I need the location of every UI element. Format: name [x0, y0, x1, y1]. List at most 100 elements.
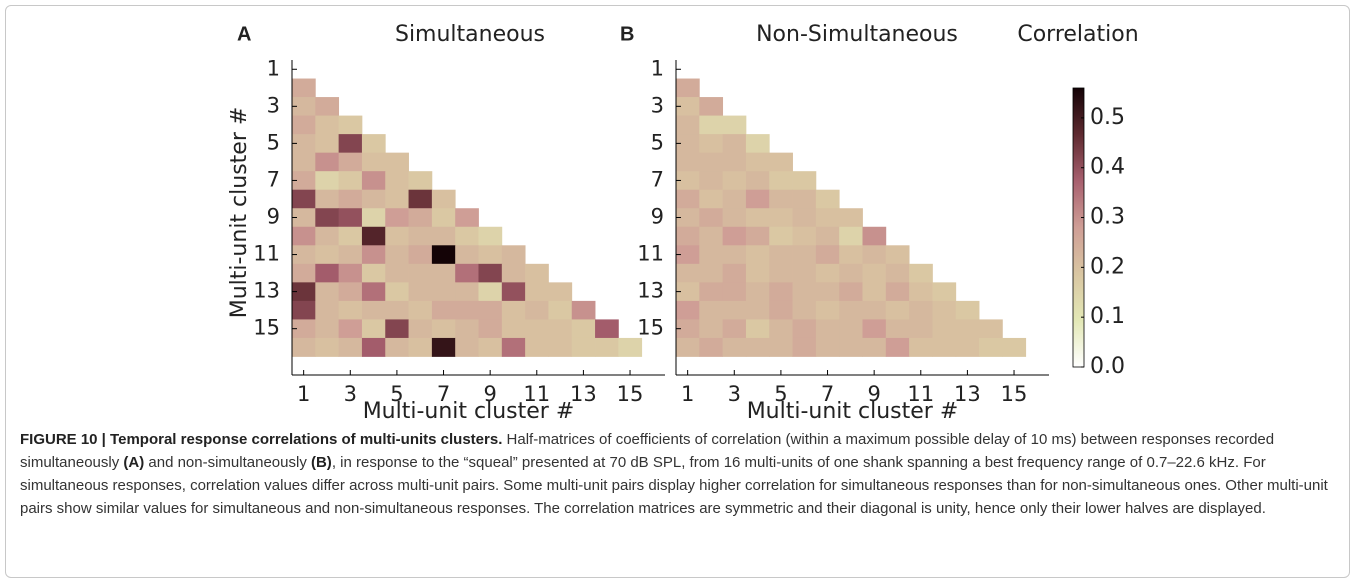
heatmap-cell: [455, 263, 479, 283]
heatmap-cell: [769, 245, 793, 265]
heatmap-cell: [815, 319, 840, 339]
heatmap-cell: [885, 245, 910, 265]
heatmap-cell: [722, 263, 747, 283]
heatmap-cell: [501, 337, 526, 357]
heatmap-cell: [676, 282, 700, 302]
heatmap-cell: [769, 226, 793, 246]
heatmap-cell: [745, 282, 770, 302]
heatmap-cell: [676, 208, 700, 228]
y-tick-label: 9: [651, 205, 664, 229]
heatmap-cell: [385, 226, 409, 246]
colorbar-tick-label: 0.1: [1090, 304, 1125, 329]
heatmap-cell: [862, 319, 887, 339]
heatmap-cell: [292, 189, 316, 209]
y-tick-label: 1: [651, 56, 664, 80]
heatmap-cell: [722, 226, 747, 246]
x-tick-label: 1: [297, 382, 310, 406]
heatmap-cell: [862, 226, 887, 246]
y-tick-label: 3: [651, 93, 664, 117]
heatmap-cell: [792, 245, 817, 265]
colorbar-tick-label: 0.4: [1090, 155, 1125, 180]
heatmap-cell: [932, 300, 957, 320]
heatmap-cell: [699, 97, 724, 116]
heatmap-cell: [792, 319, 817, 339]
heatmap-cell: [745, 319, 770, 339]
heatmap-cell: [408, 263, 433, 283]
x-tick-label: 7: [821, 382, 834, 406]
heatmap-cell: [699, 171, 724, 191]
heatmap-cell: [595, 319, 619, 339]
y-tick-label: 15: [637, 316, 664, 340]
heatmap-cell: [338, 300, 363, 320]
heatmap-cell: [315, 134, 340, 154]
heatmap-cell: [315, 319, 340, 339]
heatmap-cell: [769, 171, 793, 191]
x-tick-label: 1: [681, 382, 694, 406]
heatmap-cell: [885, 263, 910, 283]
heatmap-cell: [955, 300, 980, 320]
colorbar-title: Correlation: [1017, 22, 1138, 47]
heatmap-cell: [292, 282, 316, 302]
heatmap-cell: [676, 245, 700, 265]
caption-text: and non-simultaneously: [144, 454, 311, 471]
heatmap-cell: [478, 226, 503, 246]
chart-title: Simultaneous: [395, 22, 545, 47]
x-tick-label: 3: [344, 382, 357, 406]
heatmap-cell: [979, 337, 1003, 357]
heatmap-cell: [292, 226, 316, 246]
heatmap-cell: [385, 189, 409, 209]
heatmap-cell: [338, 337, 363, 357]
heatmap-cell: [839, 208, 863, 228]
caption: FIGURE 10 | Temporal response correlatio…: [20, 428, 1338, 520]
heatmap-cell: [676, 226, 700, 246]
heatmap-cell: [769, 282, 793, 302]
heatmap-cell: [431, 319, 456, 339]
heatmap-cell: [699, 282, 724, 302]
heatmap-cell: [315, 300, 340, 320]
heatmap-cell: [385, 282, 409, 302]
heatmap-cell: [955, 337, 980, 357]
heatmap-cell: [815, 189, 840, 209]
heatmap-cell: [722, 152, 747, 172]
heatmap-cell: [361, 226, 386, 246]
heatmap-cell: [431, 189, 456, 209]
y-tick-label: 1: [267, 56, 280, 80]
heatmap-cell: [292, 115, 316, 135]
heatmap-cell: [885, 319, 910, 339]
heatmap-cell: [338, 189, 363, 209]
heatmap-cell: [618, 337, 643, 357]
heatmap-cell: [501, 263, 526, 283]
heatmap-cell: [478, 263, 503, 283]
heatmap-cell: [361, 319, 386, 339]
heatmap-cell: [932, 319, 957, 339]
heatmap-cell: [431, 337, 456, 357]
heatmap-cell: [525, 300, 549, 320]
heatmap-cell: [745, 152, 770, 172]
heatmap-cell: [431, 226, 456, 246]
heatmap-cell: [839, 319, 863, 339]
heatmap-cell: [292, 152, 316, 172]
heatmap-cell: [455, 226, 479, 246]
heatmap-cell: [676, 97, 700, 116]
heatmap-cell: [455, 245, 479, 265]
heatmap-cell: [722, 208, 747, 228]
x-tick-label: 9: [867, 382, 880, 406]
heatmap-cell: [385, 245, 409, 265]
heatmap-cell: [699, 319, 724, 339]
x-tick-label: 5: [774, 382, 787, 406]
x-tick-label: 13: [954, 382, 981, 406]
heatmap-cell: [525, 337, 549, 357]
caption-bold: (A): [123, 454, 145, 471]
heatmap-cell: [501, 282, 526, 302]
heatmap-cell: [478, 337, 503, 357]
y-tick-label: 15: [253, 316, 280, 340]
heatmap-cell: [745, 226, 770, 246]
heatmap-cell: [699, 134, 724, 154]
heatmap-cell: [815, 208, 840, 228]
heatmap-cell: [699, 226, 724, 246]
heatmap-cell: [909, 282, 933, 302]
heatmap-cell: [431, 282, 456, 302]
heatmap-cell: [769, 263, 793, 283]
heatmap-cell: [722, 300, 747, 320]
heatmap-cell: [361, 263, 386, 283]
